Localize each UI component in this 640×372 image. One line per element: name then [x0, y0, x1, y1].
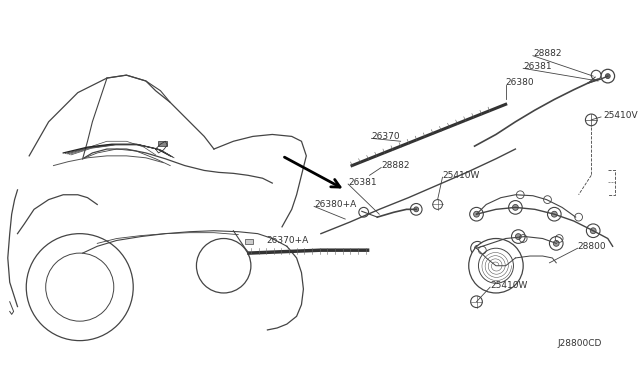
Text: 26381: 26381 — [348, 177, 377, 187]
Text: 25410W: 25410W — [490, 281, 527, 290]
Bar — [157, 141, 167, 146]
Circle shape — [470, 208, 483, 221]
Text: 26370+A: 26370+A — [267, 236, 309, 245]
Circle shape — [410, 203, 422, 215]
Text: 26380: 26380 — [506, 78, 534, 87]
Text: J28800CD: J28800CD — [557, 339, 602, 348]
Circle shape — [475, 245, 481, 251]
Circle shape — [547, 208, 561, 221]
Circle shape — [590, 228, 596, 234]
Circle shape — [513, 205, 518, 210]
Text: 28800: 28800 — [578, 242, 606, 251]
Text: 26370: 26370 — [371, 132, 400, 141]
Text: 28882: 28882 — [533, 49, 561, 58]
FancyBboxPatch shape — [244, 239, 253, 244]
Circle shape — [586, 224, 600, 238]
Circle shape — [359, 208, 369, 217]
Text: 25410W: 25410W — [442, 171, 480, 180]
Circle shape — [601, 69, 614, 83]
Circle shape — [511, 230, 525, 243]
Circle shape — [605, 74, 610, 78]
Circle shape — [470, 241, 484, 255]
Text: 25410V: 25410V — [603, 110, 637, 119]
Circle shape — [591, 70, 601, 80]
Circle shape — [474, 211, 479, 217]
Circle shape — [515, 234, 521, 240]
Circle shape — [468, 238, 523, 293]
Circle shape — [414, 207, 419, 212]
Circle shape — [552, 211, 557, 217]
Text: 26381: 26381 — [523, 62, 552, 71]
Text: 28882: 28882 — [381, 161, 410, 170]
Circle shape — [509, 201, 522, 214]
Circle shape — [554, 240, 559, 246]
Circle shape — [550, 237, 563, 250]
Text: 26380+A: 26380+A — [314, 200, 356, 209]
